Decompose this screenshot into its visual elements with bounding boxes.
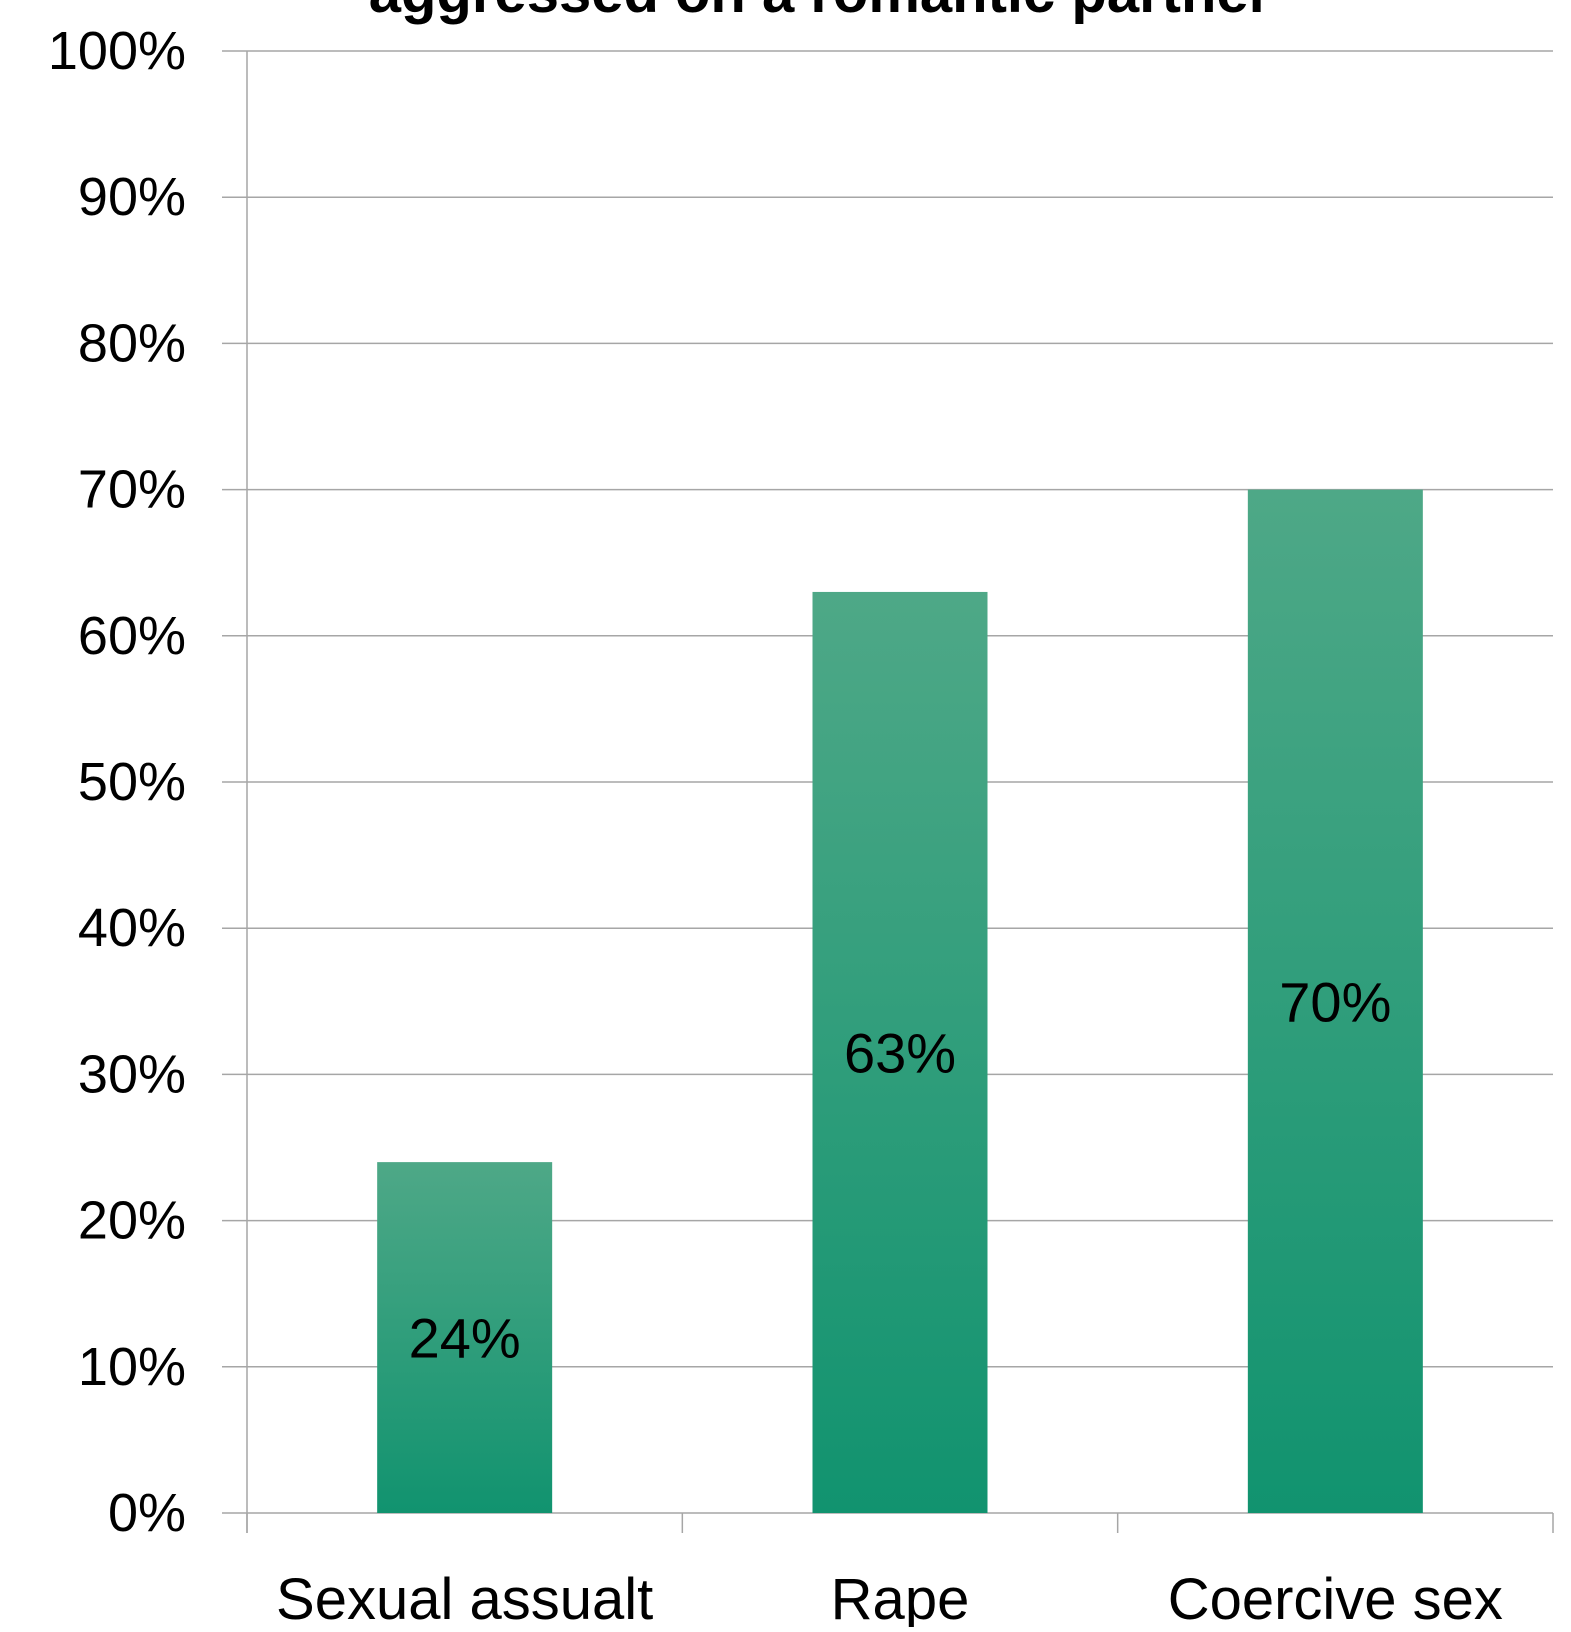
data-label: 70% bbox=[1279, 970, 1391, 1033]
y-tick-label: 100% bbox=[48, 21, 186, 81]
y-tick-label: 60% bbox=[78, 606, 186, 666]
y-tick-label: 0% bbox=[108, 1483, 186, 1543]
x-tick-label: Coercive sex bbox=[1168, 1567, 1503, 1627]
x-tick-label: Rape bbox=[831, 1567, 970, 1627]
bar-0 bbox=[377, 1162, 553, 1513]
bar-1 bbox=[812, 591, 988, 1513]
y-tick-label: 50% bbox=[78, 752, 186, 812]
bar-2 bbox=[1247, 489, 1423, 1514]
data-label: 24% bbox=[409, 1307, 521, 1370]
y-tick-labels: 0% 10% 20% 30% 40% 50% 60% 70% 80% 90% 100% bbox=[48, 21, 186, 1543]
x-tick-labels: Sexual assualt Rape Coercive sex bbox=[276, 1567, 1503, 1632]
y-tick-label: 40% bbox=[78, 898, 186, 958]
y-tick-label: 20% bbox=[78, 1191, 186, 1251]
y-tick-label: 10% bbox=[78, 1337, 186, 1397]
y-tick-label: 90% bbox=[78, 167, 186, 227]
data-label: 63% bbox=[844, 1021, 956, 1084]
y-tick-label: 30% bbox=[78, 1044, 186, 1104]
chart-title: aggressed on a romantic partner bbox=[369, 0, 1271, 25]
bars bbox=[377, 489, 1423, 1514]
y-tick-label: 70% bbox=[78, 460, 186, 520]
y-tick-label: 80% bbox=[78, 313, 186, 373]
x-tick-label: Sexual assualt bbox=[276, 1567, 653, 1627]
axes bbox=[246, 51, 1554, 1533]
data-labels: 24% 63% 70% bbox=[409, 970, 1392, 1369]
